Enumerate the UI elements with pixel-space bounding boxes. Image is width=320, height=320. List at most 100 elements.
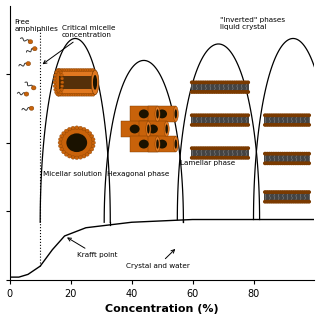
Circle shape bbox=[270, 191, 273, 193]
Circle shape bbox=[202, 156, 204, 159]
Circle shape bbox=[209, 91, 211, 93]
Circle shape bbox=[218, 156, 220, 159]
Circle shape bbox=[290, 200, 293, 203]
Circle shape bbox=[238, 114, 240, 116]
Circle shape bbox=[78, 156, 83, 159]
Circle shape bbox=[231, 156, 234, 159]
Circle shape bbox=[294, 162, 297, 164]
Circle shape bbox=[76, 93, 79, 96]
Bar bbox=[264, 152, 310, 155]
Circle shape bbox=[86, 93, 90, 96]
Circle shape bbox=[53, 77, 57, 80]
Circle shape bbox=[71, 156, 75, 159]
Circle shape bbox=[211, 114, 213, 116]
Bar bbox=[264, 162, 310, 165]
Circle shape bbox=[299, 124, 301, 126]
Circle shape bbox=[92, 141, 95, 145]
Circle shape bbox=[279, 124, 282, 126]
FancyBboxPatch shape bbox=[148, 136, 176, 152]
Circle shape bbox=[236, 124, 238, 126]
Circle shape bbox=[62, 150, 66, 154]
Circle shape bbox=[222, 147, 225, 149]
Circle shape bbox=[266, 191, 269, 193]
Circle shape bbox=[78, 68, 81, 72]
Circle shape bbox=[231, 81, 234, 84]
Circle shape bbox=[236, 147, 238, 149]
Circle shape bbox=[72, 93, 76, 96]
Circle shape bbox=[59, 71, 62, 74]
Circle shape bbox=[75, 126, 79, 129]
Circle shape bbox=[59, 93, 62, 96]
Circle shape bbox=[279, 162, 282, 164]
Bar bbox=[264, 194, 310, 200]
Circle shape bbox=[277, 124, 280, 126]
Circle shape bbox=[90, 134, 94, 138]
Circle shape bbox=[26, 61, 31, 66]
Circle shape bbox=[242, 91, 245, 93]
Ellipse shape bbox=[165, 124, 168, 134]
Circle shape bbox=[220, 114, 222, 116]
Circle shape bbox=[204, 81, 207, 84]
Circle shape bbox=[299, 200, 301, 203]
Circle shape bbox=[270, 200, 273, 203]
Circle shape bbox=[303, 152, 306, 155]
Circle shape bbox=[275, 200, 277, 203]
Circle shape bbox=[264, 152, 267, 155]
Circle shape bbox=[236, 91, 238, 93]
Bar bbox=[191, 84, 249, 91]
Circle shape bbox=[299, 162, 301, 164]
Circle shape bbox=[288, 200, 291, 203]
Bar bbox=[264, 155, 310, 162]
Circle shape bbox=[303, 124, 306, 126]
Circle shape bbox=[191, 81, 193, 84]
Circle shape bbox=[215, 114, 218, 116]
Circle shape bbox=[305, 152, 308, 155]
Circle shape bbox=[242, 81, 245, 84]
Circle shape bbox=[218, 81, 220, 84]
Circle shape bbox=[277, 114, 280, 116]
Circle shape bbox=[277, 152, 280, 155]
Circle shape bbox=[288, 114, 291, 116]
Circle shape bbox=[61, 81, 64, 84]
Circle shape bbox=[82, 127, 86, 131]
Circle shape bbox=[264, 114, 267, 116]
Circle shape bbox=[200, 156, 202, 159]
Circle shape bbox=[229, 156, 231, 159]
Circle shape bbox=[62, 93, 65, 96]
Circle shape bbox=[297, 124, 300, 126]
Circle shape bbox=[292, 152, 295, 155]
Circle shape bbox=[157, 109, 167, 118]
Circle shape bbox=[191, 147, 193, 149]
Circle shape bbox=[305, 114, 308, 116]
Circle shape bbox=[60, 148, 64, 151]
Circle shape bbox=[247, 91, 249, 93]
Circle shape bbox=[139, 140, 149, 148]
Circle shape bbox=[224, 91, 227, 93]
Circle shape bbox=[277, 191, 280, 193]
Circle shape bbox=[240, 124, 243, 126]
X-axis label: Concentration (%): Concentration (%) bbox=[105, 304, 219, 315]
Circle shape bbox=[53, 81, 56, 84]
Circle shape bbox=[220, 147, 222, 149]
Circle shape bbox=[290, 114, 293, 116]
Circle shape bbox=[54, 91, 58, 94]
Circle shape bbox=[222, 114, 225, 116]
Circle shape bbox=[266, 114, 269, 116]
Circle shape bbox=[31, 86, 36, 90]
Circle shape bbox=[71, 126, 75, 130]
Bar bbox=[191, 149, 249, 156]
Circle shape bbox=[90, 93, 93, 96]
Circle shape bbox=[60, 128, 93, 158]
Circle shape bbox=[240, 81, 243, 84]
Bar bbox=[191, 147, 249, 149]
Ellipse shape bbox=[174, 109, 177, 118]
Ellipse shape bbox=[173, 136, 178, 152]
Circle shape bbox=[200, 124, 202, 126]
Circle shape bbox=[32, 47, 37, 51]
Circle shape bbox=[229, 147, 231, 149]
Circle shape bbox=[227, 81, 229, 84]
Circle shape bbox=[202, 114, 204, 116]
Text: Hexagonal phase: Hexagonal phase bbox=[107, 171, 170, 177]
Circle shape bbox=[197, 114, 200, 116]
FancyBboxPatch shape bbox=[130, 106, 157, 122]
